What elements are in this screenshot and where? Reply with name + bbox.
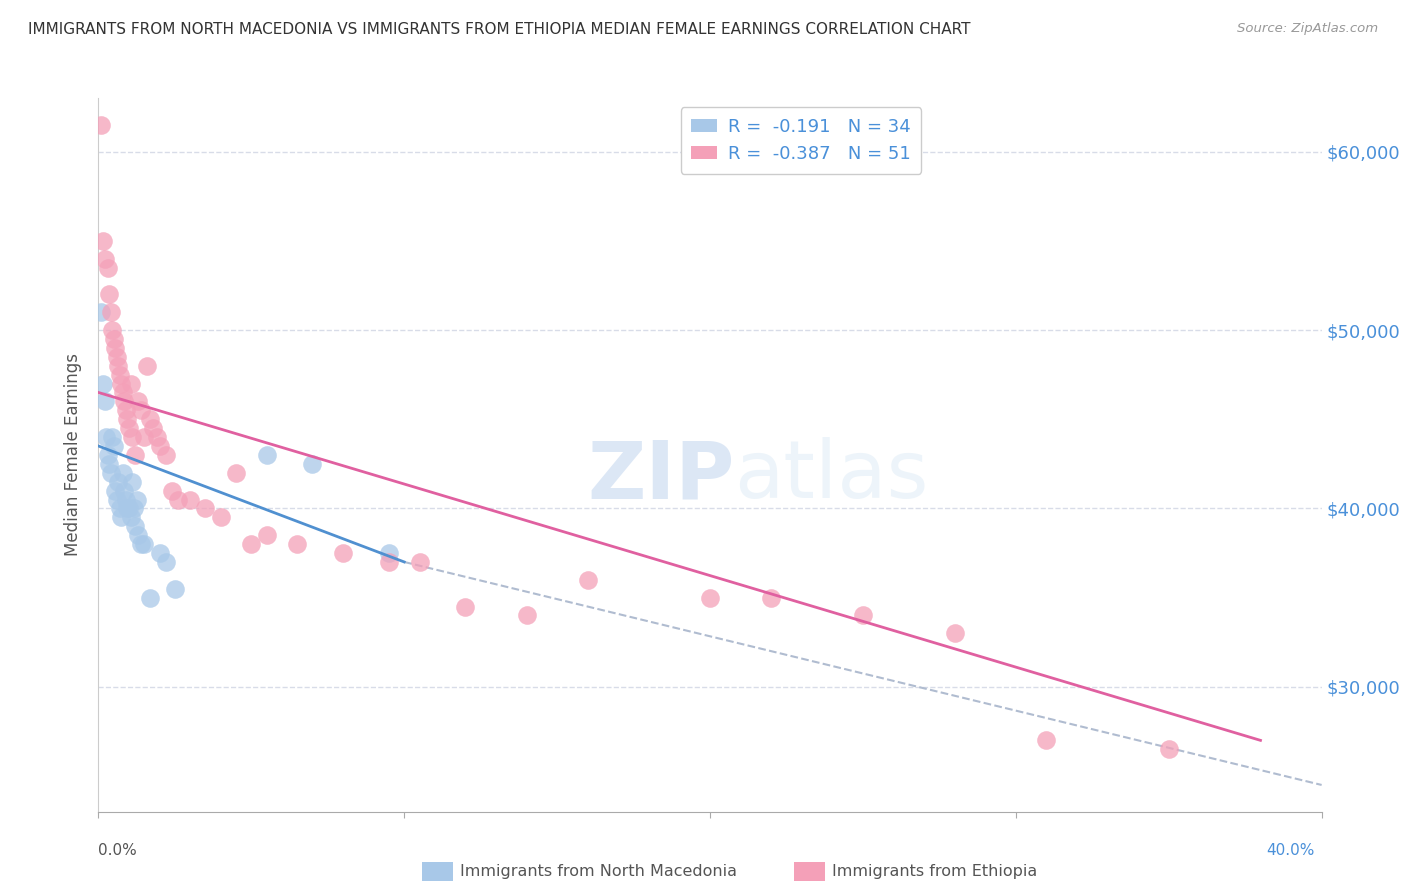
Text: ZIP: ZIP	[588, 437, 734, 516]
Point	[129, 403, 152, 417]
Point	[256, 528, 278, 542]
Point	[120, 510, 142, 524]
Text: atlas: atlas	[734, 437, 929, 516]
Point	[576, 573, 599, 587]
Point	[115, 403, 138, 417]
Point	[167, 492, 190, 507]
Point	[129, 537, 152, 551]
Point	[516, 608, 538, 623]
Point	[225, 466, 247, 480]
Point	[149, 546, 172, 560]
Point	[97, 448, 120, 462]
Point	[136, 359, 159, 373]
Point	[127, 394, 149, 409]
Point	[139, 412, 162, 426]
Point	[1157, 742, 1180, 756]
Point	[145, 430, 167, 444]
Point	[134, 537, 156, 551]
Point	[111, 385, 134, 400]
Y-axis label: Median Female Earnings: Median Female Earnings	[65, 353, 83, 557]
Point	[852, 608, 875, 623]
Point	[149, 439, 172, 453]
Text: Immigrants from North Macedonia: Immigrants from North Macedonia	[460, 864, 737, 879]
Point	[93, 252, 115, 266]
Point	[209, 510, 232, 524]
Point	[121, 430, 143, 444]
Text: Source: ZipAtlas.com: Source: ZipAtlas.com	[1237, 22, 1378, 36]
Point	[103, 439, 125, 453]
Point	[91, 376, 114, 391]
Point	[943, 626, 966, 640]
Point	[179, 492, 201, 507]
Point	[124, 519, 146, 533]
Text: Immigrants from Ethiopia: Immigrants from Ethiopia	[832, 864, 1038, 879]
Point	[142, 421, 165, 435]
Point	[98, 287, 121, 301]
Point	[285, 537, 308, 551]
Point	[118, 421, 141, 435]
Point	[124, 448, 146, 462]
Point	[105, 492, 128, 507]
Point	[110, 376, 132, 391]
Point	[378, 546, 401, 560]
Point	[105, 350, 128, 364]
Point	[761, 591, 783, 605]
Point	[408, 555, 430, 569]
Point	[163, 582, 186, 596]
Point	[93, 394, 115, 409]
Point	[117, 412, 139, 426]
Text: 0.0%: 0.0%	[98, 843, 138, 858]
Point	[110, 510, 132, 524]
Point	[98, 457, 121, 471]
Point	[90, 118, 112, 132]
Point	[100, 305, 122, 319]
Point	[120, 376, 142, 391]
Legend: R =  -0.191   N = 34, R =  -0.387   N = 51: R = -0.191 N = 34, R = -0.387 N = 51	[681, 107, 921, 174]
Point	[139, 591, 162, 605]
Point	[108, 501, 131, 516]
Point	[112, 483, 135, 498]
Point	[104, 483, 127, 498]
Point	[160, 483, 183, 498]
Point	[454, 599, 477, 614]
Point	[155, 555, 177, 569]
Point	[301, 457, 323, 471]
Point	[91, 234, 114, 248]
Point	[125, 492, 148, 507]
Point	[1035, 733, 1057, 747]
Point	[111, 466, 134, 480]
Point	[240, 537, 263, 551]
Point	[121, 475, 143, 489]
Point	[101, 323, 124, 337]
Point	[378, 555, 401, 569]
Text: IMMIGRANTS FROM NORTH MACEDONIA VS IMMIGRANTS FROM ETHIOPIA MEDIAN FEMALE EARNIN: IMMIGRANTS FROM NORTH MACEDONIA VS IMMIG…	[28, 22, 970, 37]
Point	[97, 260, 120, 275]
Point	[90, 305, 112, 319]
Text: 40.0%: 40.0%	[1267, 843, 1315, 858]
Point	[194, 501, 217, 516]
Point	[115, 492, 138, 507]
Point	[117, 501, 139, 516]
Point	[100, 466, 122, 480]
Point	[127, 528, 149, 542]
Point	[122, 501, 145, 516]
Point	[107, 475, 129, 489]
Point	[332, 546, 354, 560]
Point	[108, 368, 131, 382]
Point	[134, 430, 156, 444]
Point	[104, 341, 127, 355]
Point	[118, 501, 141, 516]
Point	[94, 430, 117, 444]
Point	[256, 448, 278, 462]
Point	[103, 332, 125, 346]
Point	[107, 359, 129, 373]
Point	[112, 394, 135, 409]
Point	[101, 430, 124, 444]
Point	[699, 591, 721, 605]
Point	[155, 448, 177, 462]
